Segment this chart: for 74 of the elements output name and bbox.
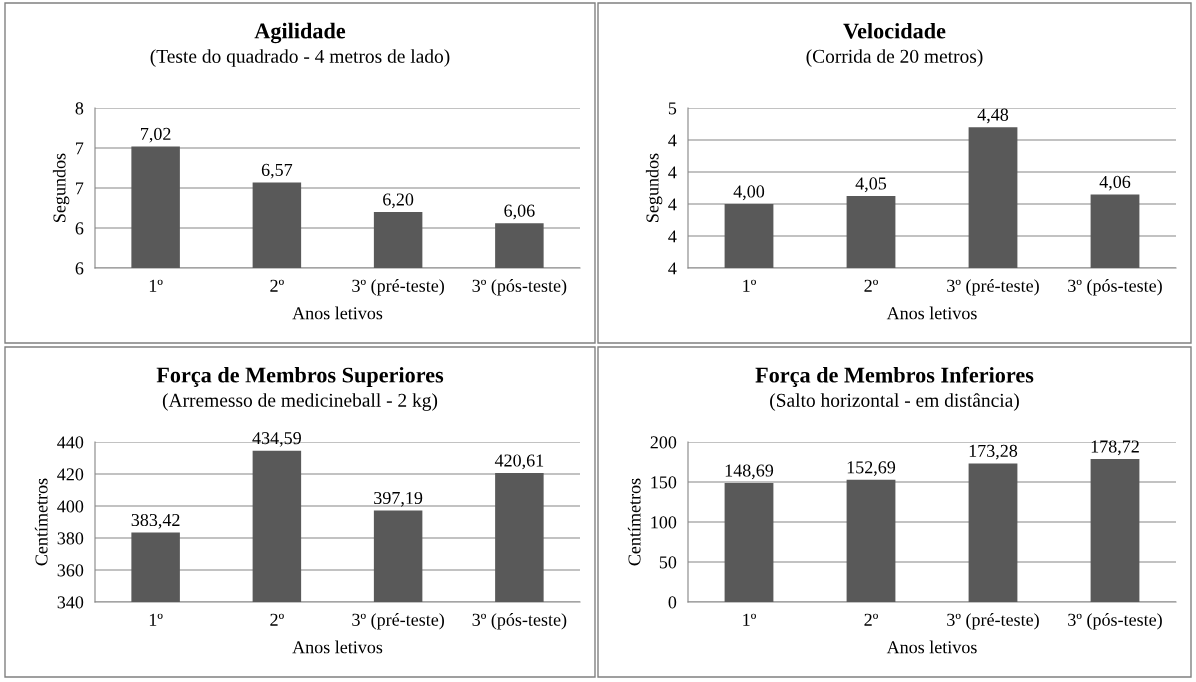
chart-subtitle: (Salto horizontal - em distância) — [770, 393, 1019, 411]
y-tick-label: 7 — [76, 142, 84, 155]
chart-title: Força de Membros Superiores — [156, 366, 444, 388]
data-label: 7,02 — [141, 127, 171, 143]
chart-title: Velocidade — [843, 22, 946, 39]
chart-title: Força de Membros Inferiores — [755, 366, 1034, 387]
y-tick-label: 360 — [57, 564, 84, 577]
x-axis-title: Anos letivos — [886, 306, 977, 320]
y-tick-label: 440 — [57, 436, 84, 449]
y-tick-label: 4 — [668, 262, 677, 275]
x-tick-label: 1º — [743, 279, 756, 292]
y-tick-label: 8 — [75, 102, 84, 115]
data-label: 6,06 — [504, 204, 535, 220]
data-label: 173,28 — [969, 444, 1018, 460]
x-tick-label: 2º — [864, 613, 878, 626]
x-tick-label: 1º — [149, 279, 163, 292]
data-label: 152,69 — [847, 461, 896, 476]
data-label: 148,69 — [725, 464, 774, 480]
y-tick-label: 420 — [57, 468, 84, 481]
x-axis-title: Anos letivos — [886, 640, 977, 654]
y-tick-label: 4 — [668, 198, 677, 211]
x-axis-title: Anos letivos — [292, 640, 383, 654]
chart-title: Agilidade — [254, 22, 346, 44]
chart-subtitle: (Arremesso de medicineball - 2 kg) — [162, 393, 438, 411]
data-label: 4,48 — [977, 108, 1009, 124]
y-axis-title: Centímetros — [34, 478, 48, 566]
data-label: 4,06 — [1099, 175, 1131, 191]
data-label: 4,05 — [855, 177, 887, 193]
x-tick-label: 2º — [270, 279, 284, 292]
x-tick-label: 2º — [270, 613, 284, 626]
x-tick-label: 3º (pré-teste) — [352, 613, 444, 630]
x-tick-label: 3º (pré-teste) — [947, 279, 1039, 296]
x-tick-label: 3º (pré-teste) — [352, 279, 444, 296]
y-tick-label: 4 — [668, 230, 677, 243]
chart-subtitle: (Teste do quadrado - 4 metros de lado) — [150, 49, 450, 67]
bar — [968, 463, 1018, 602]
x-tick-label: 3º (pós-teste) — [1068, 613, 1162, 630]
y-tick-label: 7 — [76, 182, 84, 195]
x-tick-label: 3º (pré-teste) — [947, 613, 1039, 630]
data-label: 4,00 — [733, 185, 765, 201]
x-tick-label: 1º — [149, 613, 163, 626]
data-label: 6,57 — [261, 163, 293, 179]
x-tick-label: 3º (pós-teste) — [472, 613, 567, 630]
y-tick-label: 400 — [57, 500, 84, 513]
data-label: 420,61 — [494, 454, 544, 470]
data-label: 383,42 — [131, 513, 180, 529]
x-tick-label: 1º — [743, 613, 756, 626]
data-label: 178,72 — [1091, 440, 1139, 456]
data-label: 397,19 — [374, 491, 423, 507]
bar — [1090, 459, 1140, 602]
y-axis-title: Centímetros — [627, 478, 641, 566]
y-axis-title: Segundos — [52, 153, 70, 222]
x-tick-label: 3º (pós-teste) — [1068, 279, 1162, 296]
data-label: 6,20 — [383, 193, 414, 209]
x-tick-label: 2º — [864, 279, 878, 292]
y-axis-title: Segundos — [645, 153, 663, 222]
x-axis-title: Anos letivos — [292, 306, 383, 320]
y-tick-label: 5 — [668, 102, 677, 115]
y-tick-label: 340 — [57, 596, 84, 609]
y-tick-label: 0 — [668, 596, 677, 609]
chart-subtitle: (Corrida de 20 metros) — [806, 49, 983, 67]
y-tick-label: 6 — [75, 262, 84, 275]
bar — [724, 483, 774, 602]
y-tick-label: 380 — [57, 532, 84, 545]
y-tick-label: 50 — [659, 556, 677, 569]
bar — [846, 479, 896, 602]
x-tick-label: 3º (pós-teste) — [472, 279, 567, 296]
y-tick-label: 4 — [668, 134, 677, 147]
y-tick-label: 4 — [668, 166, 677, 179]
y-tick-label: 6 — [75, 222, 84, 235]
y-tick-label: 100 — [651, 516, 677, 529]
y-tick-label: 150 — [651, 476, 677, 489]
y-tick-label: 200 — [650, 436, 677, 449]
data-label: 434,59 — [252, 432, 301, 447]
